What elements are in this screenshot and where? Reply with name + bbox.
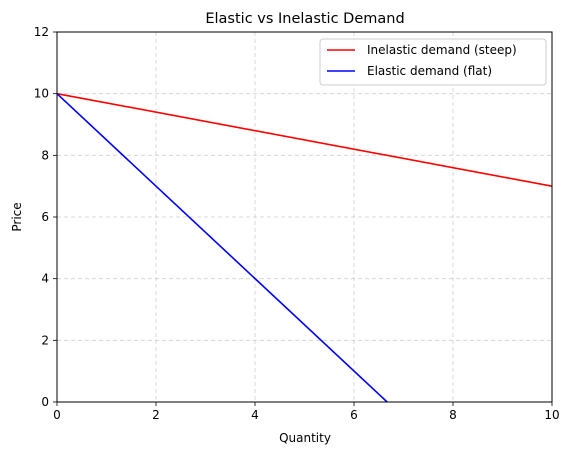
- x-tick-label-0: 0: [53, 408, 61, 422]
- y-tick-label-4: 8: [41, 148, 49, 162]
- x-axis-title: Quantity: [279, 431, 331, 445]
- series-layer: [56, 92, 553, 403]
- grid-layer: [56, 31, 553, 403]
- legend: Inelastic demand (steep) Elastic demand …: [319, 38, 547, 86]
- ticks-layer: 0 2 4 6 8 10 0 2 4 6 8 10 12: [34, 25, 560, 422]
- legend-box: [319, 38, 547, 86]
- x-tick-label-2: 4: [251, 408, 259, 422]
- legend-label-inelastic: Inelastic demand (steep): [367, 43, 517, 57]
- series-line-0: [56, 92, 553, 187]
- x-tick-label-1: 2: [152, 408, 160, 422]
- x-tick-label-4: 8: [449, 408, 457, 422]
- chart-title: Elastic vs Inelastic Demand: [205, 11, 404, 27]
- y-tick-label-6: 12: [34, 25, 49, 39]
- series-line-1: [56, 93, 388, 403]
- legend-label-elastic: Elastic demand (flat): [367, 64, 492, 78]
- y-axis-title: Price: [10, 202, 24, 231]
- y-tick-label-1: 2: [41, 333, 49, 347]
- y-tick-label-3: 6: [41, 210, 49, 224]
- y-tick-label-5: 10: [34, 87, 49, 101]
- y-tick-label-0: 0: [41, 395, 49, 409]
- y-tick-label-2: 4: [41, 272, 49, 286]
- x-tick-label-5: 10: [544, 408, 559, 422]
- x-tick-label-3: 6: [350, 408, 358, 422]
